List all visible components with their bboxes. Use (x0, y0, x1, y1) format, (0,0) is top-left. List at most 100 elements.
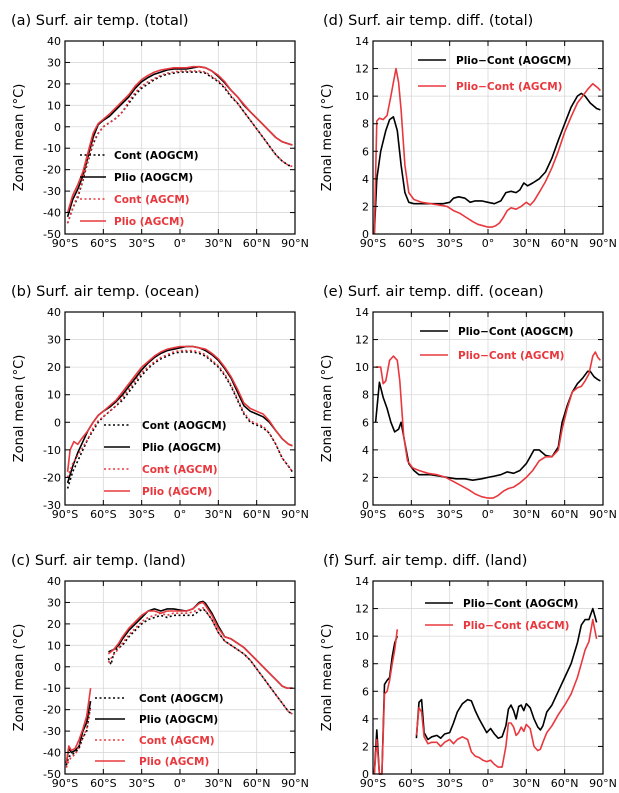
x-tick-label: 60°S (398, 237, 424, 250)
y-tick-label: -10 (43, 444, 61, 457)
y-tick-label: -30 (43, 725, 61, 738)
x-tick-label: 90°N (589, 508, 617, 521)
y-tick-label: -20 (43, 164, 61, 177)
x-tick-label: 90°N (589, 777, 617, 790)
x-tick-label: 90°N (281, 777, 309, 790)
legend-label: Plio (AOGCM) (139, 714, 218, 726)
x-tick-label: 90°S (360, 777, 386, 790)
series-line-3 (66, 70, 293, 224)
chart-panel-1: 90°S 60°S 30°S 0° 30°N 60°N 90°N -50 -40 -30 -20 -1… (11, 13, 309, 250)
y-tick-label: 10 (47, 639, 61, 652)
y-tick-label: 14 (355, 575, 369, 588)
y-tick-label: -10 (43, 682, 61, 695)
y-tick-label: 2 (362, 740, 369, 753)
x-tick-label: 0° (482, 777, 495, 790)
y-tick-label: 14 (355, 35, 369, 48)
y-tick-label: 10 (355, 361, 369, 374)
x-tick-label: 30°N (204, 777, 232, 790)
x-tick-label: 0° (174, 777, 187, 790)
y-tick-label: -40 (43, 207, 61, 220)
legend-label: Cont (AOGCM) (139, 693, 224, 705)
x-tick-label: 30°S (128, 508, 154, 521)
y-tick-label: 2 (362, 471, 369, 484)
y-axis-label: Zonal mean (°C) (320, 624, 335, 732)
y-tick-label: 40 (47, 575, 61, 588)
y-tick-label: 6 (362, 416, 369, 429)
chart-panel-6: 90°S 60°S 30°S 0° 30°N 60°N 90°N 0 2 4 6 8 10 12 14 (f)… (320, 553, 617, 790)
x-tick-label: 0° (174, 237, 187, 250)
legend-label: Cont (AGCM) (142, 464, 218, 476)
y-tick-label: 20 (47, 78, 61, 91)
legend-label: Plio (AGCM) (142, 486, 212, 498)
y-tick-label: 20 (47, 618, 61, 631)
y-tick-label: 0 (54, 661, 61, 674)
y-tick-label: -20 (43, 471, 61, 484)
chart-panel-2: 90°S 60°S 30°S 0° 30°N 60°N 90°N 0 2 4 6 8 10 12 14 (d)… (320, 13, 617, 250)
chart-title: (b) Surf. air temp. (ocean) (11, 284, 200, 300)
y-tick-label: 10 (47, 99, 61, 112)
y-axis-label: Zonal mean (°C) (12, 355, 27, 463)
chart-title: (a) Surf. air temp. (total) (11, 13, 189, 29)
y-tick-label: 12 (355, 63, 369, 76)
x-tick-label: 30°S (128, 237, 154, 250)
x-tick-label: 90°N (281, 508, 309, 521)
series-line-4 (66, 65, 293, 213)
chart-panel-5: 90°S 60°S 30°S 0° 30°N 60°N 90°N -50 -40 -30 -20 -1… (11, 553, 309, 790)
x-tick-label: 30°N (512, 777, 540, 790)
legend-label: Cont (AGCM) (114, 194, 190, 206)
legend-label: Plio (AGCM) (139, 756, 209, 768)
legend-label: Plio (AGCM) (114, 216, 184, 228)
series-line-2 (375, 351, 601, 499)
y-tick-label: 0 (54, 416, 61, 429)
y-tick-label: -30 (43, 185, 61, 198)
x-tick-label: 30°S (436, 508, 462, 521)
series-line-1 (415, 607, 598, 741)
x-tick-label: 30°N (512, 508, 540, 521)
x-tick-label: 30°N (204, 508, 232, 521)
y-tick-label: 30 (47, 56, 61, 69)
y-tick-label: -20 (43, 704, 61, 717)
x-tick-label: 30°N (512, 237, 540, 250)
x-tick-label: 60°N (551, 508, 579, 521)
legend-label: Cont (AOGCM) (142, 420, 227, 432)
y-tick-label: 4 (362, 173, 369, 186)
y-tick-label: -50 (43, 768, 61, 781)
legend-label: Plio−Cont (AOGCM) (458, 326, 573, 338)
y-tick-label: 10 (47, 389, 61, 402)
series-line-4 (107, 601, 293, 689)
x-tick-label: 30°N (204, 237, 232, 250)
chart-title: (f) Surf. air temp. diff. (land) (323, 553, 527, 569)
y-tick-label: -10 (43, 142, 61, 155)
legend-label: Plio−Cont (AOGCM) (456, 55, 571, 67)
y-tick-label: 6 (362, 145, 369, 158)
legend-label: Plio (AOGCM) (142, 442, 221, 454)
x-tick-label: 60°S (90, 237, 116, 250)
x-tick-label: 90°S (52, 508, 78, 521)
y-tick-label: 20 (47, 361, 61, 374)
x-tick-label: 90°S (360, 237, 386, 250)
series-line-1 (373, 92, 601, 235)
y-tick-label: 30 (47, 334, 61, 347)
y-axis-label: Zonal mean (°C) (12, 624, 27, 732)
x-tick-label: 0° (174, 508, 187, 521)
chart-panel-4: 90°S 60°S 30°S 0° 30°N 60°N 90°N 0 2 4 6 8 10 12 14 (e)… (320, 284, 617, 521)
y-tick-label: 30 (47, 596, 61, 609)
y-tick-label: 8 (362, 389, 369, 402)
x-tick-label: 60°S (90, 777, 116, 790)
legend-label: Plio−Cont (AGCM) (456, 81, 562, 93)
legend-label: Cont (AOGCM) (114, 150, 199, 162)
y-tick-label: 12 (355, 334, 369, 347)
y-tick-label: 12 (355, 603, 369, 616)
y-tick-label: 8 (362, 118, 369, 131)
y-tick-label: 0 (362, 228, 369, 241)
series-line-3 (107, 607, 293, 715)
y-tick-label: 2 (362, 200, 369, 213)
y-tick-label: -30 (43, 499, 61, 512)
series-line-2 (415, 618, 598, 768)
x-tick-label: 60°S (90, 508, 116, 521)
y-axis-label: Zonal mean (°C) (12, 84, 27, 192)
y-tick-label: 0 (362, 768, 369, 781)
legend-label: Plio−Cont (AGCM) (458, 350, 564, 362)
x-tick-label: 60°N (243, 777, 271, 790)
